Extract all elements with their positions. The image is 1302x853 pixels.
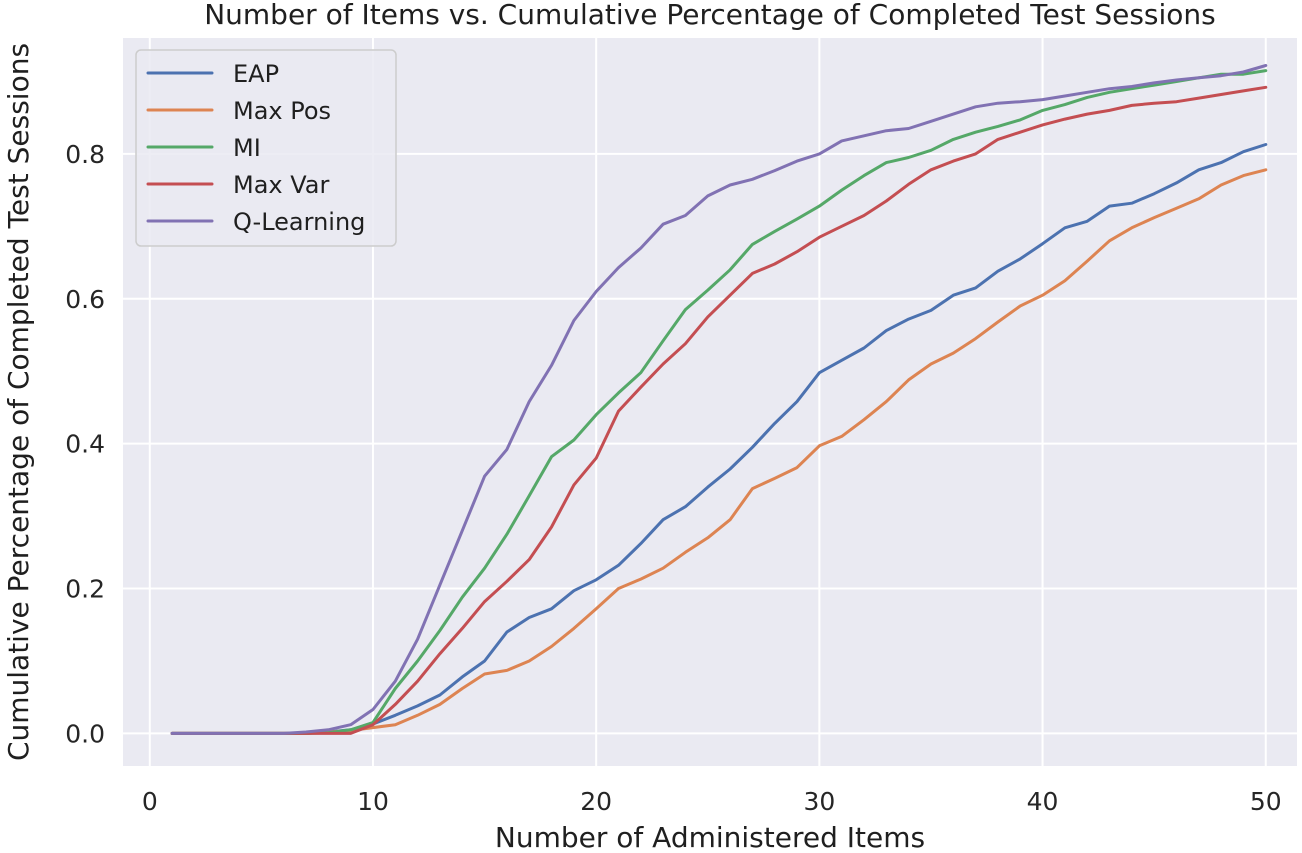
- legend-label: Max Pos: [233, 97, 331, 125]
- y-tick-label: 0.0: [65, 719, 105, 748]
- x-tick-label: 50: [1250, 787, 1282, 816]
- x-tick-label: 10: [357, 787, 389, 816]
- x-tick-label: 30: [803, 787, 835, 816]
- series-line-max-var: [170, 85, 1268, 735]
- y-tick-label: 0.4: [65, 430, 105, 459]
- y-tick-label: 0.6: [65, 285, 105, 314]
- legend-label: Q-Learning: [233, 208, 365, 236]
- x-axis-label: Number of Administered Items: [495, 821, 925, 853]
- series-line-mi: [170, 69, 1268, 735]
- x-tick-label: 0: [142, 787, 158, 816]
- y-axis-label: Cumulative Percentage of Completed Test …: [2, 43, 35, 761]
- chart-title: Number of Items vs. Cumulative Percentag…: [204, 0, 1216, 31]
- series-line-q-learning: [170, 64, 1268, 735]
- gridlines: [123, 38, 1297, 766]
- x-tick-label: 40: [1027, 787, 1059, 816]
- x-tick-label: 20: [580, 787, 612, 816]
- tick-labels: 0 10 20 30 40 50 0.0 0.2 0.4 0.6 0.8: [65, 140, 1281, 816]
- legend-box: [135, 49, 397, 247]
- legend: EAP Max Pos MI Max Var Q-Learning: [135, 49, 397, 247]
- legend-label: EAP: [233, 60, 279, 88]
- legend-label: Max Var: [233, 171, 330, 199]
- legend-label: MI: [233, 134, 261, 162]
- y-tick-label: 0.8: [65, 140, 105, 169]
- y-tick-label: 0.2: [65, 575, 105, 604]
- series-lines: [170, 64, 1268, 735]
